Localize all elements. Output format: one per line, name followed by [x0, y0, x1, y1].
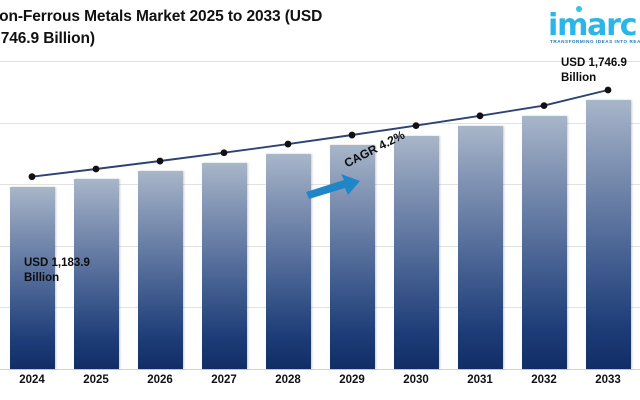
data-point-2032 — [540, 102, 548, 110]
x-label-2025: 2025 — [83, 374, 109, 386]
bar-2025 — [73, 179, 119, 369]
data-point-2027 — [220, 149, 228, 157]
gridline — [0, 307, 640, 308]
gridline — [0, 123, 640, 124]
data-point-2031 — [476, 112, 484, 120]
x-label-2032: 2032 — [531, 374, 557, 386]
logo-tagline: TRANSFORMING IDEAS INTO REALITY — [550, 39, 640, 44]
x-label-2031: 2031 — [467, 374, 493, 386]
x-label-2026: 2026 — [147, 374, 173, 386]
x-label-2033: 2033 — [595, 374, 621, 386]
data-point-2029 — [348, 131, 356, 139]
data-point-2024 — [28, 173, 36, 181]
gridline — [0, 184, 640, 185]
data-point-2033 — [604, 86, 612, 94]
bar-2028 — [265, 154, 311, 369]
x-label-2029: 2029 — [339, 374, 365, 386]
data-point-2026 — [156, 157, 164, 165]
cagr-arrow-icon — [306, 174, 360, 199]
data-point-2028 — [284, 140, 292, 148]
end-value-label: USD 1,746.9 Billion — [561, 57, 627, 84]
page-title: Non-Ferrous Metals Market 2025 to 2033 (… — [0, 8, 323, 47]
data-point-2025 — [92, 165, 100, 173]
x-label-2027: 2027 — [211, 374, 237, 386]
logo-dot-icon — [576, 6, 582, 12]
bar-2033 — [585, 99, 631, 369]
x-label-2024: 2024 — [19, 374, 45, 386]
plot-area — [0, 61, 640, 370]
imarc-logo: imarc TRANSFORMING IDEAS INTO REALITY — [546, 4, 640, 48]
bar-2031 — [457, 125, 503, 369]
data-point-2030 — [412, 122, 420, 130]
bar-2027 — [201, 162, 247, 369]
bar-2030 — [393, 135, 439, 369]
x-label-2028: 2028 — [275, 374, 301, 386]
trend-line — [31, 89, 609, 178]
bar-2032 — [521, 115, 567, 369]
x-axis-line — [0, 369, 640, 370]
x-label-2030: 2030 — [403, 374, 429, 386]
start-value-label: USD 1,183.9 Billion — [24, 257, 90, 284]
logo-wordmark: imarc — [548, 8, 638, 43]
bar-2024 — [9, 186, 55, 369]
gridline — [0, 246, 640, 247]
gridline — [0, 61, 640, 62]
bar-2026 — [137, 171, 183, 369]
